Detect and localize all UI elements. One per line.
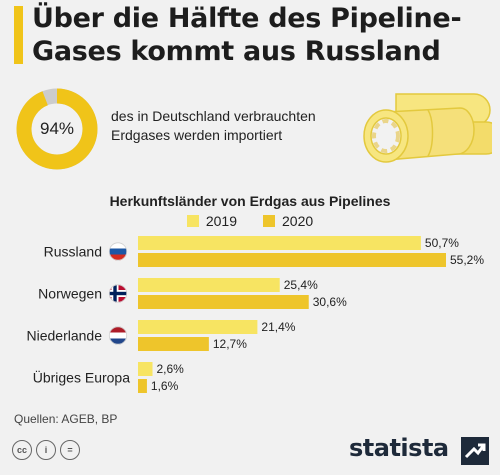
nd-icon: = — [60, 440, 80, 460]
origin-countries-bar-chart: Russland 50,7% 55,2% Norwegen 25,4% 30,6% Nied… — [27, 236, 484, 393]
value-label-russland-2020: 55,2% — [450, 253, 484, 267]
legend-item-2019: 2019 — [186, 213, 237, 229]
bar-niederlande-2020 — [138, 337, 209, 351]
category-label--briges-europa: Übriges Europa — [33, 369, 130, 386]
bar-russland-2020 — [138, 253, 446, 267]
russia-flag-icon — [109, 242, 127, 261]
page-title: Über die Hälfte des Pipeline- Gases komm… — [32, 2, 492, 68]
legend-swatch-2019 — [186, 215, 199, 227]
pipeline-icon — [363, 93, 492, 163]
chart-legend: 2019 2020 — [0, 213, 500, 229]
by-icon: i — [36, 440, 56, 460]
import-text-line-2: Erdgases werden importiert — [111, 127, 283, 143]
import-text-line-1: des in Deutschland verbrauchten — [111, 108, 316, 124]
category-label-norwegen: Norwegen — [38, 286, 102, 302]
norway-flag-icon — [109, 284, 127, 303]
legend-item-2020: 2020 — [263, 213, 313, 229]
donut-share-arc — [16, 88, 98, 170]
legend-label-2019: 2019 — [205, 213, 237, 229]
legend-label-2020: 2020 — [282, 213, 314, 229]
title-line-2: Gases kommt aus Russland — [32, 36, 441, 67]
value-label--briges-europa-2019: 2,6% — [157, 362, 185, 376]
cc-icon: cc — [12, 440, 32, 460]
bar-norwegen-2019 — [138, 278, 280, 292]
chart-title: Herkunftsländer von Erdgas aus Pipelines — [109, 193, 391, 209]
source-note: Quellen: AGEB, BP — [14, 412, 118, 426]
bar--briges-europa-2020 — [138, 379, 147, 393]
netherlands-flag-icon — [109, 326, 127, 345]
value-label-norwegen-2019: 25,4% — [284, 278, 318, 292]
value-label-russland-2019: 50,7% — [425, 236, 459, 250]
value-label-niederlande-2019: 21,4% — [261, 320, 295, 334]
title-line-1: Über die Hälfte des Pipeline- — [32, 3, 462, 34]
value-label-niederlande-2020: 12,7% — [213, 337, 247, 351]
statista-logo: statista — [349, 434, 449, 462]
category-label-russland: Russland — [44, 244, 102, 260]
statista-logo-mark — [461, 437, 489, 465]
license-icons: cc i = — [12, 440, 80, 460]
value-label-norwegen-2020: 30,6% — [313, 295, 347, 309]
bar-russland-2019 — [138, 236, 421, 250]
title-accent-bar — [14, 6, 23, 64]
import-share-donut — [16, 88, 98, 170]
bar-norwegen-2020 — [138, 295, 309, 309]
bar--briges-europa-2019 — [138, 362, 153, 376]
category-label-niederlande: Niederlande — [27, 328, 103, 344]
import-description: des in Deutschland verbrauchten Erdgases… — [111, 107, 351, 145]
value-label--briges-europa-2020: 1,6% — [151, 379, 179, 393]
bar-niederlande-2019 — [138, 320, 258, 334]
legend-swatch-2020 — [263, 215, 275, 227]
import-percent-label: 94% — [39, 119, 75, 138]
